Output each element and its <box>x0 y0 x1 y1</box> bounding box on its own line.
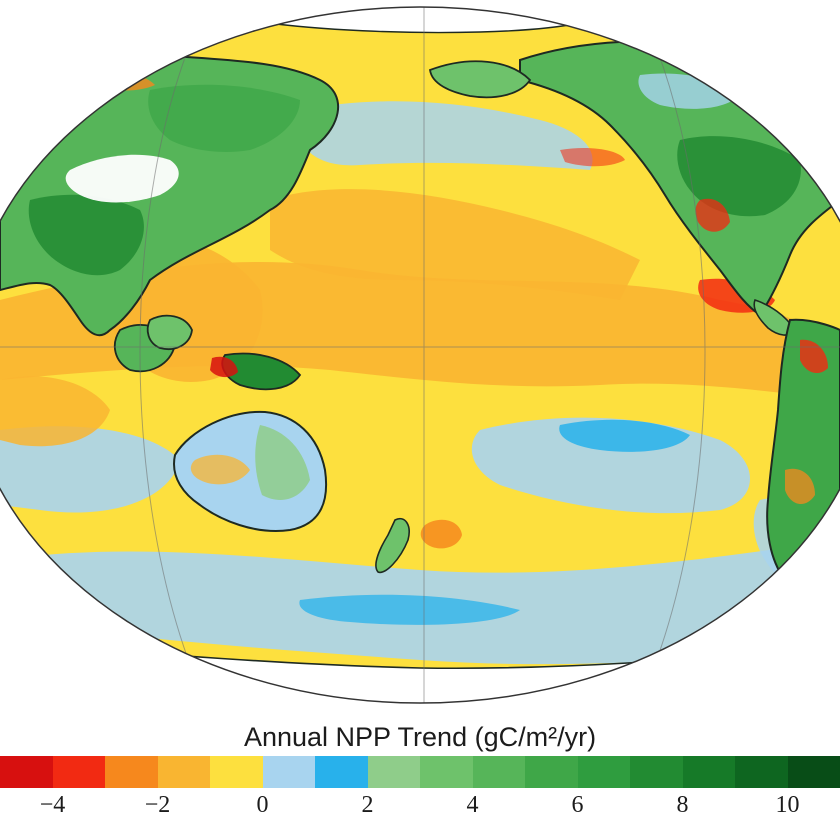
graticule <box>0 7 840 703</box>
colorbar-tick-label: 6 <box>571 792 584 818</box>
colorbar-bin <box>420 756 473 788</box>
colorbar-bin <box>262 756 315 788</box>
asia-red-patch <box>16 111 70 136</box>
colorbar-bin <box>105 756 158 788</box>
north-america-red <box>695 198 730 232</box>
colorbar <box>0 756 840 788</box>
colorbar-bin <box>472 756 525 788</box>
tibet-ice <box>65 154 179 203</box>
colorbar-tick-label: 8 <box>676 792 689 818</box>
south-america-red <box>800 339 828 374</box>
south-pacific-blue-1 <box>0 426 180 513</box>
north-america-deep <box>677 136 801 217</box>
colorbar-tick-label: 4 <box>466 792 479 818</box>
south-america-orange <box>785 468 815 505</box>
north-pacific-orange <box>270 189 640 300</box>
colorbar-bin <box>0 756 53 788</box>
north-pacific-blue <box>298 101 593 170</box>
colorbar-tick-label: 2 <box>361 792 374 818</box>
asia-orange-patch <box>95 72 155 91</box>
npp-trend-map <box>0 6 840 704</box>
colorbar-bin <box>157 756 210 788</box>
west-indian-orange <box>0 376 110 447</box>
colorbar-bin <box>630 756 683 788</box>
colorbar-tick-label: 0 <box>256 792 269 818</box>
colorbar-bin <box>367 756 420 788</box>
colorbar-bin <box>735 756 788 788</box>
new-guinea-red <box>210 356 238 378</box>
meridian-west <box>139 19 201 691</box>
australia-orange <box>190 454 250 485</box>
colorbar-tick-label: 10 <box>775 792 800 818</box>
australia-interior-green <box>255 425 310 500</box>
alaska-region <box>429 60 532 99</box>
new-zealand <box>375 518 410 574</box>
asia-north-green <box>148 84 300 152</box>
southern-cyan-streak <box>299 594 520 625</box>
south-pacific-cyan <box>559 419 690 452</box>
legend-title: Annual NPP Trend (gC/m²/yr) <box>243 722 597 752</box>
map-outline <box>0 6 840 704</box>
colorbar-bin <box>577 756 630 788</box>
colorbar-bin <box>787 756 840 788</box>
meridian-east <box>644 19 706 691</box>
colorbar-bin <box>210 756 263 788</box>
asia-deep-green <box>28 194 144 276</box>
colorbar-bin <box>682 756 735 788</box>
colorbar-bin <box>52 756 105 788</box>
map-field <box>0 7 840 703</box>
colorbar-tick-label: −4 <box>39 792 66 818</box>
colorbar-tick-label: −2 <box>144 792 171 818</box>
colorbar-bin <box>525 756 578 788</box>
central-america <box>753 298 796 336</box>
colorbar-ticks: −4 −2 0 2 4 6 8 10 <box>0 792 840 832</box>
world-map-svg <box>0 6 840 704</box>
colorbar-bin <box>315 756 368 788</box>
ocean-patterns <box>0 101 840 665</box>
southwest-pacific-spot <box>420 519 462 549</box>
borneo <box>146 314 193 350</box>
north-pacific-red-hotspot <box>560 148 625 167</box>
